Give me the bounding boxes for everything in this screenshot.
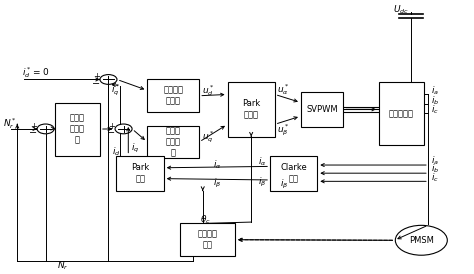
Text: $i_b$: $i_b$ [431, 163, 439, 175]
Bar [379, 82, 424, 145]
Text: PMSM: PMSM [409, 236, 434, 245]
Text: $u_\alpha^*$: $u_\alpha^*$ [277, 82, 289, 97]
Circle shape [395, 225, 447, 255]
Text: $i_\alpha$: $i_\alpha$ [258, 155, 266, 168]
Bar [180, 223, 235, 256]
Bar [147, 126, 199, 158]
Text: 转速计算
模块: 转速计算 模块 [198, 230, 218, 250]
Text: Park
变换: Park 变换 [131, 163, 149, 183]
Text: −: − [107, 128, 115, 138]
Text: Park
逆变换: Park 逆变换 [242, 99, 260, 119]
Text: $N_r$: $N_r$ [57, 259, 69, 272]
Text: $i_a$: $i_a$ [431, 85, 439, 97]
Text: −: − [92, 79, 100, 89]
Text: $i_d$: $i_d$ [112, 145, 120, 158]
Text: +: + [30, 122, 37, 131]
Bar [117, 156, 164, 191]
Text: 转矩电流
调节器: 转矩电流 调节器 [163, 86, 183, 106]
Text: $U_{dc}$: $U_{dc}$ [393, 4, 409, 16]
Text: $N_r^*$: $N_r^*$ [3, 116, 17, 132]
Text: 模糊滑
模控制
器: 模糊滑 模控制 器 [70, 113, 85, 145]
Bar [301, 92, 343, 127]
Bar [147, 79, 199, 112]
Text: $i_\beta$: $i_\beta$ [213, 177, 221, 190]
Bar [228, 82, 275, 136]
Text: 三相逆变器: 三相逆变器 [389, 109, 414, 118]
Circle shape [37, 124, 54, 134]
Text: $i_\beta$: $i_\beta$ [280, 178, 289, 192]
Bar [55, 102, 100, 156]
Text: $i_\beta$: $i_\beta$ [258, 176, 266, 189]
Text: $\theta_c$: $\theta_c$ [201, 214, 211, 226]
Text: $i_q^*$: $i_q^*$ [111, 82, 120, 98]
Text: $i_q$: $i_q$ [131, 142, 139, 155]
Text: $i_\alpha$: $i_\alpha$ [213, 158, 221, 171]
Text: +: + [108, 122, 115, 131]
Text: $u_\beta^*$: $u_\beta^*$ [277, 122, 289, 138]
Bar [270, 156, 318, 191]
Text: +: + [93, 72, 100, 81]
Text: $i_a$: $i_a$ [431, 155, 439, 167]
Text: $u_q^*$: $u_q^*$ [201, 129, 214, 145]
Text: SVPWM: SVPWM [306, 105, 338, 114]
Text: $u_d^*$: $u_d^*$ [201, 83, 214, 98]
Text: Clarke
变换: Clarke 变换 [280, 163, 307, 183]
Text: $i_d^* = 0$: $i_d^* = 0$ [22, 65, 49, 80]
Text: 励磁电
流调节
器: 励磁电 流调节 器 [166, 126, 181, 158]
Text: −: − [29, 128, 37, 138]
Text: $i_c$: $i_c$ [431, 171, 439, 184]
Text: $i_b$: $i_b$ [431, 95, 439, 107]
Circle shape [115, 124, 132, 134]
Text: $i_c$: $i_c$ [431, 104, 439, 116]
Circle shape [100, 75, 117, 84]
